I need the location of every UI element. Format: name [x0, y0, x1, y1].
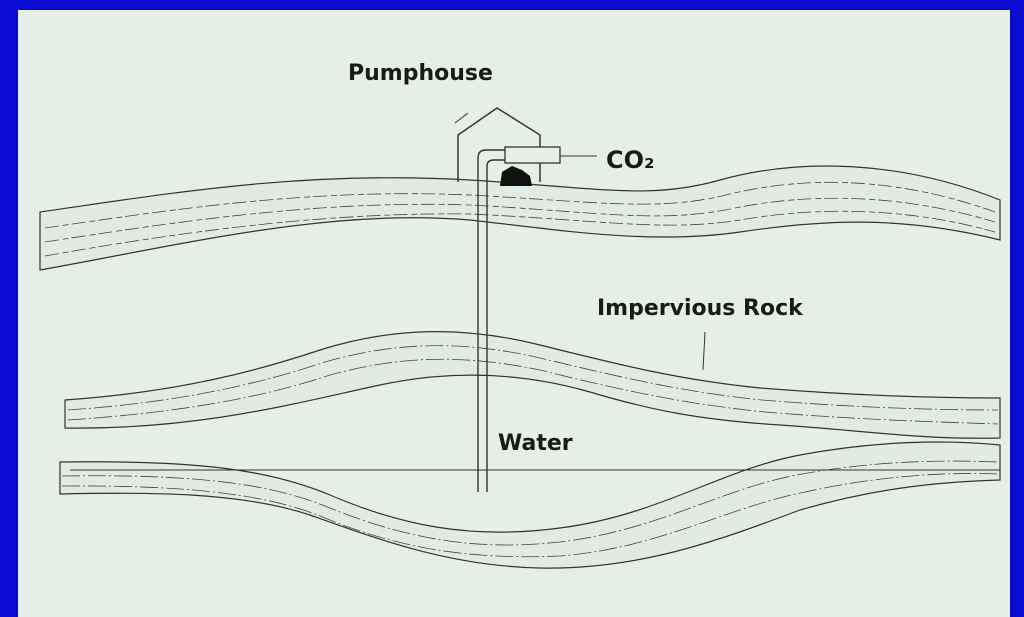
lower-layer [59, 441, 1001, 569]
pointer [454, 112, 469, 124]
pumphouse-label: Pumphouse [348, 61, 493, 86]
co2-label: CO₂ [606, 146, 655, 174]
well-pipe [477, 149, 560, 492]
impervious-rock-layer [64, 331, 1001, 439]
impervious-rock-label: Impervious Rock [597, 296, 804, 321]
co2-pipe [504, 146, 561, 164]
water-label: Water [498, 431, 573, 456]
pointer [702, 331, 706, 371]
surface-layer [39, 165, 1001, 271]
panel [18, 10, 1010, 617]
pump [500, 166, 532, 186]
